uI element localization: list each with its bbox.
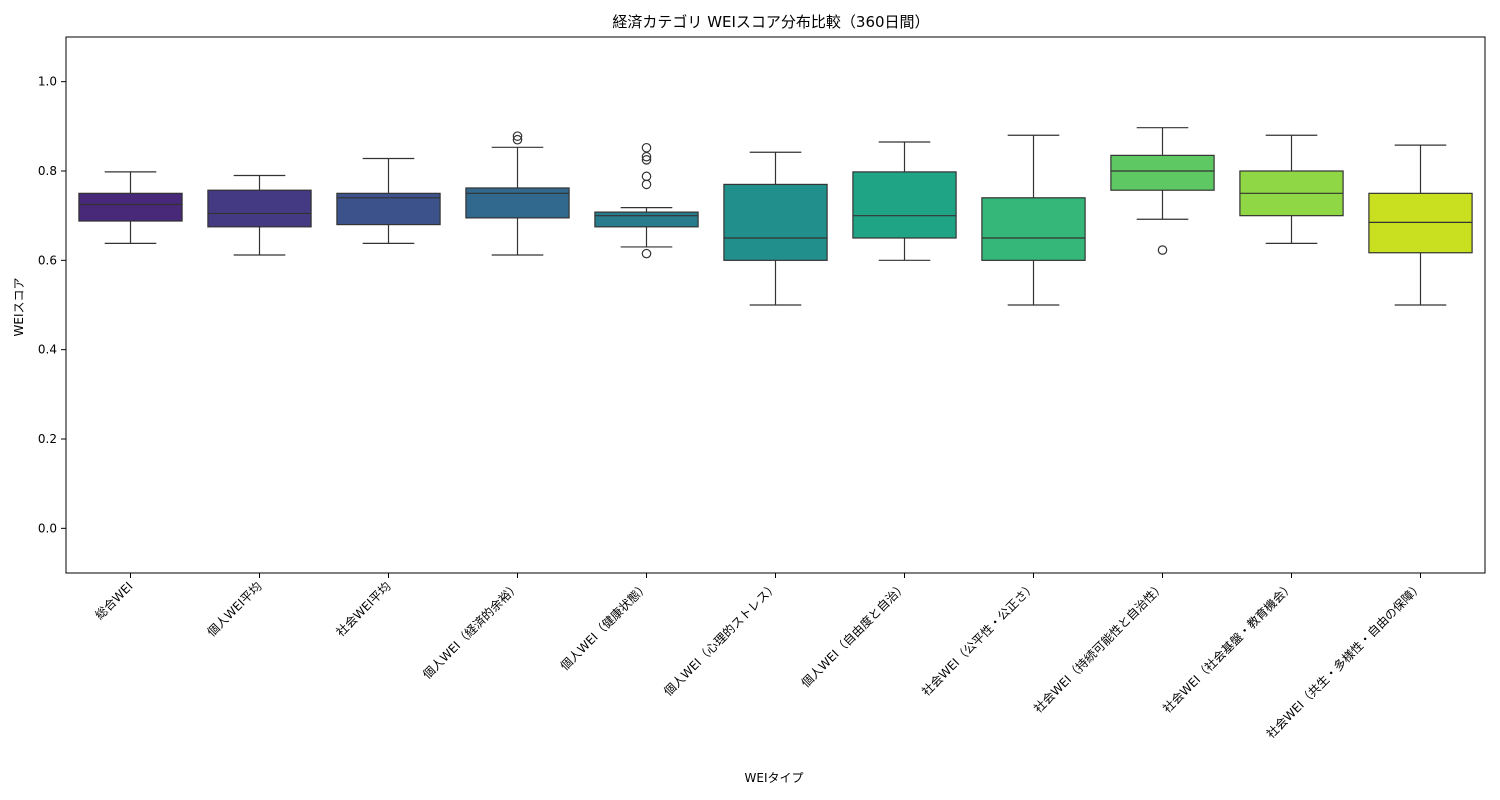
box bbox=[981, 197, 1086, 261]
box bbox=[78, 192, 183, 222]
box bbox=[1110, 154, 1215, 191]
box-group bbox=[336, 157, 441, 244]
x-tick-label: 個人WEI（健康状態） bbox=[557, 579, 652, 674]
x-tick-label: 個人WEI（自由度と自治） bbox=[798, 579, 910, 691]
box-group bbox=[1368, 144, 1473, 306]
y-tick-label: 0.6 bbox=[38, 253, 57, 267]
x-axis-label: WEIタイプ bbox=[745, 771, 804, 785]
box-group bbox=[1239, 134, 1344, 244]
chart-title: 経済カテゴリ WEIスコア分布比較（360日間） bbox=[612, 13, 929, 31]
box-group bbox=[594, 142, 699, 259]
outlier-point bbox=[641, 155, 652, 165]
x-tick-label: 総合WEI bbox=[92, 579, 136, 623]
y-tick-label: 0.0 bbox=[38, 521, 57, 535]
box bbox=[207, 189, 312, 228]
outlier-point bbox=[641, 142, 652, 153]
y-tick-label: 0.8 bbox=[38, 164, 57, 178]
x-tick-label: 社会WEI（共生・多様性・自由の保障） bbox=[1263, 579, 1426, 742]
outlier-point bbox=[1157, 245, 1168, 255]
box bbox=[723, 183, 828, 261]
x-tick-label: 社会WEI（社会基盤・教育機会） bbox=[1159, 579, 1296, 716]
y-tick-label: 0.2 bbox=[38, 432, 57, 446]
box-group bbox=[78, 171, 183, 244]
box-group bbox=[207, 174, 312, 256]
outlier-point bbox=[512, 134, 523, 145]
box bbox=[1368, 192, 1473, 254]
outlier-point bbox=[512, 131, 523, 141]
x-tick-label: 社会WEI平均 bbox=[333, 579, 394, 640]
outlier-point bbox=[641, 171, 652, 182]
x-tick-label: 個人WEI（心理的ストレス） bbox=[660, 579, 780, 699]
y-axis: 0.0 0.2 0.4 0.6 0.8 1.0 bbox=[38, 75, 66, 535]
outlier-point bbox=[641, 248, 652, 259]
box-group bbox=[1110, 127, 1215, 255]
y-axis-label: WEIスコア bbox=[12, 278, 26, 337]
x-axis: 総合WEI 個人WEI平均 社会WEI平均 個人WEI（経済的余裕） 個人WEI（健康状… bbox=[92, 573, 1426, 741]
box bbox=[852, 171, 957, 239]
box bbox=[336, 192, 441, 226]
plot-frame bbox=[65, 36, 1486, 574]
outlier-point bbox=[641, 179, 652, 190]
x-tick-label: 社会WEI（公平性・公正さ） bbox=[918, 579, 1038, 699]
plot-area bbox=[78, 127, 1473, 306]
box bbox=[465, 187, 570, 219]
y-tick-label: 1.0 bbox=[38, 75, 57, 89]
y-tick-label: 0.4 bbox=[38, 343, 57, 357]
x-tick-label: 個人WEI平均 bbox=[205, 579, 265, 639]
x-tick-label: 個人WEI（経済的余裕） bbox=[419, 579, 522, 682]
box-group bbox=[465, 131, 570, 256]
box-group bbox=[981, 134, 1086, 306]
x-tick-label: 社会WEI（持続可能性と自治性） bbox=[1030, 579, 1167, 716]
box-group bbox=[723, 151, 828, 306]
box bbox=[594, 211, 699, 228]
box-group bbox=[852, 141, 957, 261]
